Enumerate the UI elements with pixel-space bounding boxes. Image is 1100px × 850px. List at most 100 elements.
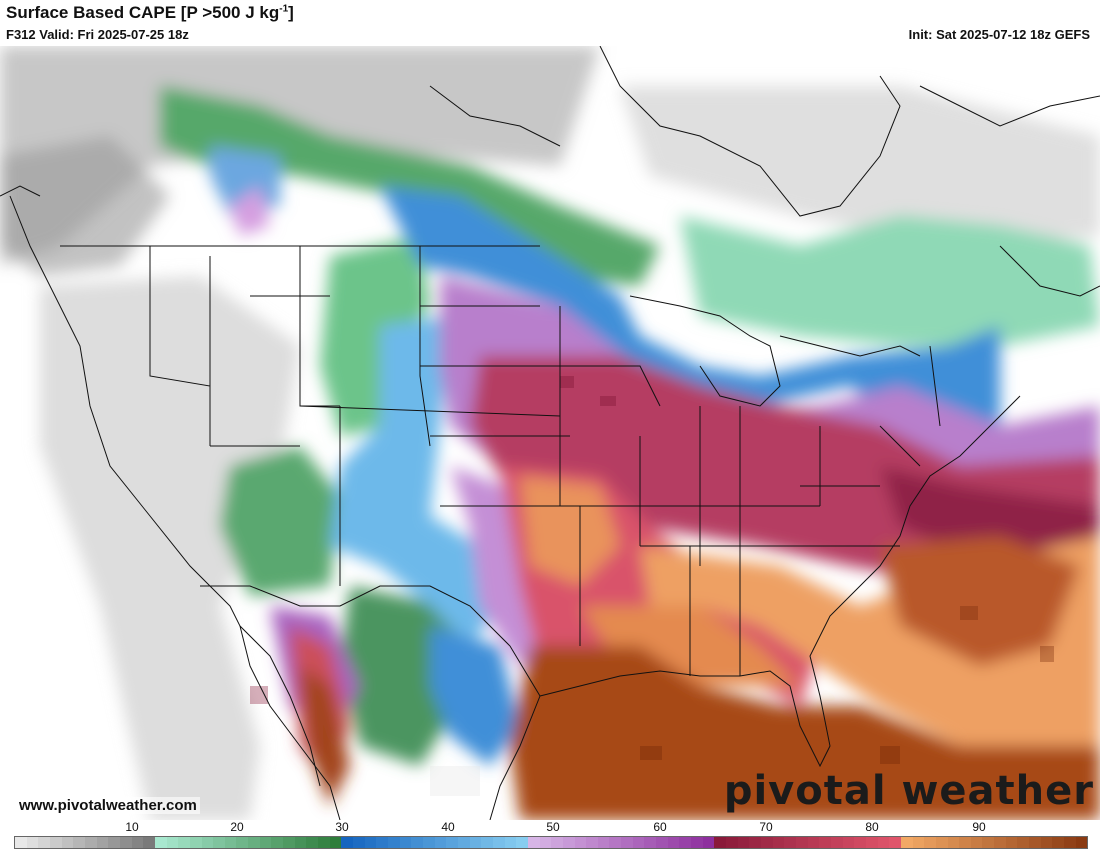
colorbar-tick-label: 10 bbox=[125, 820, 139, 834]
colorbar-swatch bbox=[446, 837, 458, 848]
great-lakes bbox=[629, 295, 781, 407]
colorbar-swatch bbox=[656, 837, 668, 848]
colorbar-swatch bbox=[201, 837, 214, 848]
site-url[interactable]: www.pivotalweather.com bbox=[16, 797, 200, 814]
colorbar-swatch bbox=[842, 837, 855, 848]
colorbar-tick-label: 90 bbox=[972, 820, 986, 834]
colorbar-swatch bbox=[1064, 837, 1076, 848]
colorbar-swatch bbox=[632, 837, 645, 848]
colorbar-swatch bbox=[341, 837, 354, 848]
colorbar-swatch bbox=[667, 837, 680, 848]
colorbar-swatch bbox=[434, 837, 447, 848]
colorbar-swatch bbox=[889, 837, 901, 848]
colorbar-swatch bbox=[108, 837, 120, 848]
colorbar-swatch bbox=[877, 837, 890, 848]
colorbar-swatch bbox=[38, 837, 50, 848]
colorbar-swatch bbox=[947, 837, 960, 848]
colorbar-swatch bbox=[166, 837, 179, 848]
colorbar-swatch bbox=[644, 837, 657, 848]
colorbar-swatch bbox=[388, 837, 400, 848]
field-texture bbox=[250, 376, 1054, 796]
colorbar-strip bbox=[14, 836, 1088, 849]
colorbar-swatch bbox=[318, 837, 330, 848]
arctic-coastlines bbox=[0, 46, 1100, 297]
map-title: Surface Based CAPE [P >500 J kg-1] bbox=[6, 3, 294, 23]
colorbar-swatch bbox=[376, 837, 388, 848]
colorbar-swatch bbox=[784, 837, 796, 848]
colorbar-swatch bbox=[609, 837, 622, 848]
colorbar-tick-label: 80 bbox=[865, 820, 879, 834]
colorbar-swatch bbox=[702, 837, 715, 848]
colorbar-swatch bbox=[959, 837, 971, 848]
colorbar-tick-label: 40 bbox=[441, 820, 455, 834]
colorbar-swatch bbox=[1029, 837, 1041, 848]
colorbar-swatch bbox=[830, 837, 843, 848]
map-header: Surface Based CAPE [P >500 J kg-1] F312 … bbox=[0, 0, 1100, 47]
colorbar-swatch bbox=[73, 837, 85, 848]
colorbar-swatch bbox=[795, 837, 808, 848]
colorbar-swatch bbox=[294, 837, 307, 848]
colorbar-swatch bbox=[364, 837, 377, 848]
colorbar-swatch bbox=[924, 837, 936, 848]
colorbar-swatch bbox=[854, 837, 866, 848]
colorbar-swatch bbox=[1075, 837, 1088, 848]
colorbar-swatch bbox=[26, 837, 39, 848]
colorbar-swatch bbox=[61, 837, 74, 848]
colorbar-swatch bbox=[539, 837, 552, 848]
colorbar-swatch bbox=[597, 837, 610, 848]
colorbar-swatch bbox=[562, 837, 575, 848]
colorbar-swatch bbox=[131, 837, 144, 848]
colorbar-swatch bbox=[1040, 837, 1053, 848]
colorbar-tick-label: 50 bbox=[546, 820, 560, 834]
colorbar-swatch bbox=[329, 837, 342, 848]
colorbar: 10 20 30 40 50 60 70 80 90 bbox=[0, 820, 1100, 850]
valid-time: F312 Valid: Fri 2025-07-25 18z bbox=[6, 27, 189, 42]
us-mexico-border bbox=[200, 585, 541, 697]
colorbar-swatch bbox=[574, 837, 587, 848]
colorbar-swatch bbox=[504, 837, 517, 848]
colorbar-swatch bbox=[306, 837, 319, 848]
colorbar-swatch bbox=[457, 837, 470, 848]
map-boundaries bbox=[9, 195, 1021, 820]
colorbar-swatch bbox=[411, 837, 423, 848]
colorbar-swatch bbox=[481, 837, 493, 848]
colorbar-swatch bbox=[912, 837, 925, 848]
colorbar-swatch bbox=[1017, 837, 1030, 848]
colorbar-swatch bbox=[726, 837, 738, 848]
colorbar-swatch bbox=[248, 837, 260, 848]
cape-map[interactable] bbox=[0, 46, 1100, 820]
colorbar-swatch bbox=[865, 837, 878, 848]
init-time: Init: Sat 2025-07-12 18z GEFS bbox=[908, 27, 1090, 42]
colorbar-swatch bbox=[15, 837, 27, 848]
colorbar-swatch bbox=[679, 837, 692, 848]
colorbar-tick-label: 60 bbox=[653, 820, 667, 834]
colorbar-swatch bbox=[224, 837, 237, 848]
map-canvas bbox=[0, 46, 1100, 820]
colorbar-swatch bbox=[399, 837, 412, 848]
colorbar-swatch bbox=[469, 837, 482, 848]
colorbar-tick-label: 30 bbox=[335, 820, 349, 834]
colorbar-swatch bbox=[621, 837, 633, 848]
title-main: Surface Based CAPE [P >500 J kg bbox=[6, 3, 280, 22]
colorbar-swatch bbox=[271, 837, 284, 848]
colorbar-swatch bbox=[970, 837, 983, 848]
colorbar-swatch bbox=[189, 837, 202, 848]
us-southeast-coast bbox=[539, 395, 1021, 768]
title-superscript: -1 bbox=[279, 3, 289, 15]
colorbar-swatch bbox=[178, 837, 190, 848]
colorbar-swatch bbox=[516, 837, 528, 848]
colorbar-swatch bbox=[819, 837, 831, 848]
colorbar-swatch bbox=[737, 837, 750, 848]
colorbar-swatch bbox=[807, 837, 820, 848]
colorbar-swatch bbox=[119, 837, 132, 848]
colorbar-swatch bbox=[353, 837, 365, 848]
colorbar-swatch bbox=[154, 837, 167, 848]
colorbar-tick-label: 70 bbox=[759, 820, 773, 834]
colorbar-swatch bbox=[586, 837, 598, 848]
colorbar-swatch bbox=[551, 837, 563, 848]
west-coastline bbox=[9, 195, 341, 820]
colorbar-swatch bbox=[714, 837, 727, 848]
colorbar-swatch bbox=[935, 837, 948, 848]
colorbar-swatch bbox=[772, 837, 785, 848]
colorbar-swatch bbox=[143, 837, 155, 848]
